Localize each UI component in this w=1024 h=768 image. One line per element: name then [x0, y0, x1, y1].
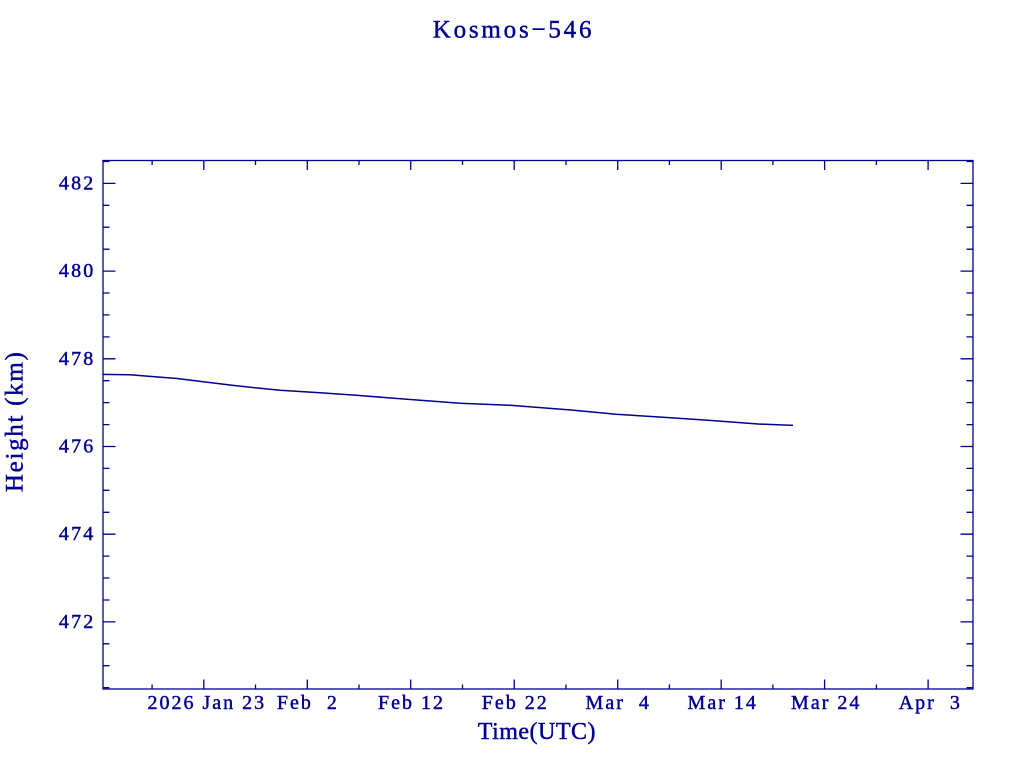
svg-text:Feb 12: Feb 12 — [378, 692, 445, 714]
svg-text:478: 478 — [59, 348, 96, 370]
svg-text:Apr 3: Apr 3 — [899, 692, 962, 714]
svg-text:Mar 4: Mar 4 — [586, 692, 651, 714]
svg-text:Height (km): Height (km) — [2, 351, 29, 493]
svg-text:Time(UTC): Time(UTC) — [478, 719, 596, 745]
svg-text:480: 480 — [59, 260, 96, 282]
svg-text:Mar 14: Mar 14 — [688, 692, 758, 714]
svg-text:482: 482 — [59, 172, 96, 194]
svg-text:2026 Jan 23: 2026 Jan 23 — [147, 692, 266, 714]
svg-text:Feb 22: Feb 22 — [482, 692, 549, 714]
svg-text:Kosmos−546: Kosmos−546 — [433, 17, 595, 44]
svg-text:Feb 2: Feb 2 — [277, 692, 339, 714]
svg-text:Mar 24: Mar 24 — [791, 692, 861, 714]
svg-text:474: 474 — [59, 523, 96, 545]
svg-text:472: 472 — [59, 611, 96, 633]
svg-text:476: 476 — [59, 436, 96, 458]
